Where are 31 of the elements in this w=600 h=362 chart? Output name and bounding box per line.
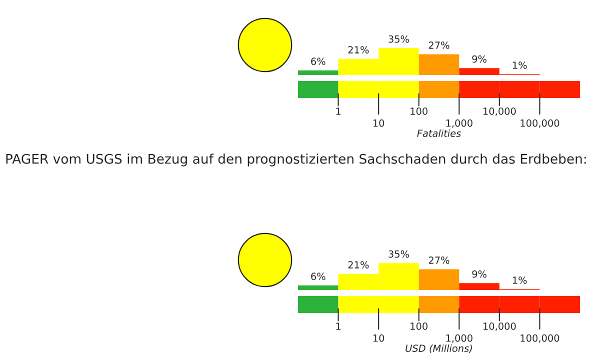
text: 1,000: [446, 119, 472, 128]
text: 1: [336, 108, 340, 115]
bar: [298, 285, 338, 290]
text: 100,000: [520, 334, 560, 343]
text: 10: [373, 334, 384, 342]
data-label: 21%: [348, 261, 369, 268]
text: 10,000: [483, 322, 516, 331]
text: 100: [410, 108, 428, 115]
bar: [418, 54, 460, 75]
text: 100: [410, 322, 428, 330]
text: 10,000: [483, 108, 516, 116]
chart-title: PAGER vom USGS im Bezug auf den prognostizierten Sachschaden durch das Erdbeben:: [6, 154, 586, 166]
text: 100,000: [520, 119, 560, 128]
text: 10: [373, 119, 384, 127]
data-label: 9%: [472, 270, 486, 278]
data-label: 1%: [512, 276, 527, 284]
data-label: 6%: [311, 58, 326, 66]
data-label: 21%: [348, 46, 369, 54]
x-axis-title: USD (Millions): [406, 344, 472, 354]
data-label: 27%: [428, 256, 450, 264]
x-axis-title: Fatalities: [417, 129, 461, 137]
data-label: 35%: [388, 35, 409, 43]
data-label: 9%: [472, 55, 486, 63]
bar: [418, 269, 460, 290]
text: 1,000: [446, 334, 472, 343]
data-label: 1%: [512, 62, 527, 69]
text: 1: [336, 322, 340, 330]
data-label: 6%: [311, 272, 326, 280]
data-label: 35%: [388, 250, 409, 258]
data-label: 27%: [428, 42, 450, 49]
bar: [298, 70, 338, 75]
